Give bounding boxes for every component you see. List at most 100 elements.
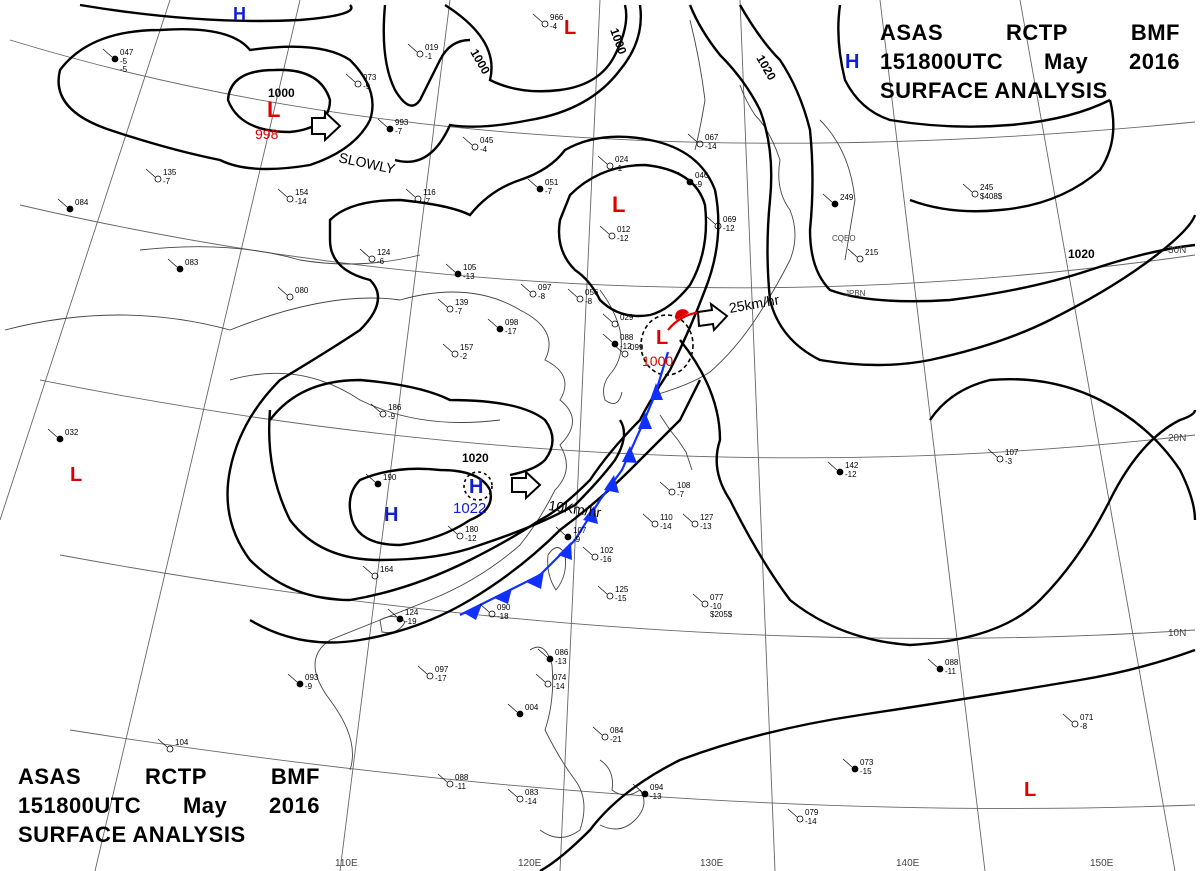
station-circle: [544, 680, 552, 688]
station-plot: 090-18: [479, 603, 511, 621]
valid-time: 151800UTC: [880, 49, 1004, 74]
station-circle: [451, 350, 459, 358]
valid-year: 2016: [1129, 49, 1180, 74]
station-circle: [591, 553, 599, 561]
station-circle: [496, 325, 504, 333]
station-pressure: 099: [630, 343, 644, 352]
station-tendency: -14: [525, 797, 537, 806]
station-plot: 073-15: [842, 758, 874, 776]
station-tendency: -5: [120, 57, 128, 66]
station-tendency: -14: [295, 197, 307, 206]
station-tendency: -17: [435, 674, 447, 683]
station-circle: [516, 795, 524, 803]
station-pressure: 071: [1080, 713, 1094, 722]
station-tendency: -15: [615, 594, 627, 603]
wind-barb: [345, 73, 356, 83]
wind-barb: [1062, 713, 1073, 723]
station-pressure: 088: [455, 773, 469, 782]
lon-label: 140E: [896, 858, 920, 869]
wind-barb: [555, 526, 566, 536]
lat-label: 10N: [1168, 628, 1186, 639]
station-tendency: -21: [610, 735, 622, 744]
station-pressure: 019: [425, 43, 439, 52]
station-tendency: -12: [723, 224, 735, 233]
station-tendency: -12: [620, 342, 632, 351]
arrow-east-low: [696, 301, 729, 333]
station-pressure: 107: [573, 526, 587, 535]
station-tendency: -7: [163, 177, 171, 186]
station-circle: [641, 790, 649, 798]
header-line-1: ASAS RCTP BMF: [18, 762, 320, 791]
station-pressure: 245: [980, 183, 994, 192]
station-pressure: 125: [615, 585, 629, 594]
station-circle: [454, 270, 462, 278]
station-tendency: -4: [550, 22, 558, 31]
station-pressure: 154: [295, 188, 309, 197]
wind-barb: [602, 333, 613, 343]
low-center-japan-value: 1000: [642, 353, 673, 369]
station-circle: [416, 50, 424, 58]
station-circle: [831, 200, 839, 208]
station-code: RCTP: [1006, 20, 1068, 45]
station-circle: [286, 195, 294, 203]
station-plot: 215: [847, 248, 879, 263]
isobar-1000-northwest-low: [226, 68, 332, 134]
wind-barb: [527, 178, 538, 188]
station-tendency: -8: [585, 297, 593, 306]
header-line-3: SURFACE ANALYSIS: [18, 820, 320, 849]
wind-barb: [277, 188, 288, 198]
wind-barb: [927, 658, 938, 668]
isobars: [57, 3, 1197, 871]
station-plot: 047-5-5: [102, 48, 134, 74]
lon-label: 130E: [700, 858, 724, 869]
station-tendency: -9: [305, 682, 313, 691]
station-plot: 135-7: [145, 168, 177, 186]
station-tendency: $408$: [980, 192, 1003, 201]
cold-front: [459, 351, 670, 620]
lat-label: 20N: [1168, 433, 1186, 444]
station-pressure: 024: [615, 155, 629, 164]
wind-barb: [479, 603, 490, 613]
low-center-korea: L: [612, 192, 625, 217]
wind-barb: [57, 198, 68, 208]
station-pressure: 107: [1005, 448, 1019, 457]
station-plot: 093-9: [287, 673, 319, 691]
station-tendency: -10: [710, 602, 722, 611]
isobar-china-south: [267, 409, 626, 562]
station-pressure: 157: [460, 343, 474, 352]
station-circle: [576, 295, 584, 303]
wind-barb: [507, 703, 518, 713]
station-plot: 099: [612, 343, 644, 358]
station-pressure: 097: [538, 283, 552, 292]
station-pressure: 110: [660, 513, 673, 522]
station-tendency: -16: [600, 555, 612, 564]
station-circle: [546, 655, 554, 663]
product-name: SURFACE ANALYSIS: [880, 78, 1108, 103]
station-plot: 088-11: [927, 658, 959, 676]
high-center-china-west: H: [384, 504, 398, 526]
station-tendency: -1: [425, 52, 433, 61]
lat-label: 30N: [1168, 245, 1186, 256]
station-pressure: 088: [620, 333, 634, 342]
station-pressure: 249: [840, 193, 854, 202]
station-circle: [936, 665, 944, 673]
header-line-2: 151800UTC May 2016: [18, 791, 320, 820]
wind-barb: [447, 525, 458, 535]
station-pressure: 069: [723, 215, 737, 224]
wind-barb: [445, 263, 456, 273]
station-pressure: 180: [465, 525, 479, 534]
station-plot: 046-9: [677, 171, 709, 189]
arrow-northwest-low: [311, 109, 342, 143]
ryukyu-islands: [659, 414, 693, 471]
station-pressure: 127: [700, 513, 714, 522]
wind-barb: [592, 726, 603, 736]
pressure-centers: L 998 L L L 1000 L L H 1022 H H H: [70, 4, 1036, 801]
station-circle: [516, 710, 524, 718]
wind-barb: [359, 248, 370, 258]
station-tendency: -19: [405, 617, 417, 626]
station-circle: [111, 55, 119, 63]
station-tendency: -17: [505, 327, 517, 336]
station-circle: [396, 615, 404, 623]
wind-barb: [532, 13, 543, 23]
